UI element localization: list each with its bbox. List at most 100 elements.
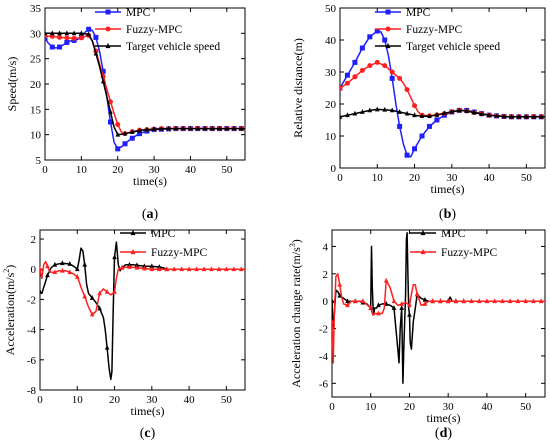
legend-marker xyxy=(105,9,111,15)
y-tick-label: 50 xyxy=(325,3,337,15)
data-point xyxy=(156,266,162,272)
data-point xyxy=(399,301,405,306)
legend-marker xyxy=(105,26,111,32)
data-point xyxy=(419,113,425,119)
x-tick-label: 50 xyxy=(221,164,233,176)
panel-b: 0 10 20 30 40 50 0 10 20 30 40 50 time(s) Relative di… xyxy=(291,3,546,222)
x-tick-label: 10 xyxy=(72,394,84,406)
data-point xyxy=(360,109,365,114)
data-point xyxy=(78,35,84,41)
data-point xyxy=(64,30,70,36)
data-point xyxy=(471,109,477,115)
x-tick-label: 30 xyxy=(146,394,158,406)
panel-a: 0 10 20 30 40 50 5 10 15 20 25 30 35 time(s) Speed(m/s… xyxy=(5,3,246,222)
x-tick-label: 0 xyxy=(329,401,335,413)
legend-label: MPC xyxy=(126,7,151,19)
data-point xyxy=(216,266,222,272)
data-point xyxy=(492,298,497,304)
data-point xyxy=(427,113,432,119)
data-point xyxy=(149,263,155,269)
panel-caption: (c) xyxy=(140,426,156,441)
data-point xyxy=(202,125,208,131)
data-point xyxy=(60,267,65,273)
data-point xyxy=(164,266,170,272)
data-point xyxy=(476,298,482,304)
data-point xyxy=(86,31,91,37)
data-point xyxy=(71,35,77,41)
data-point xyxy=(49,44,55,50)
data-point xyxy=(426,123,432,129)
data-point xyxy=(71,30,77,36)
data-point xyxy=(195,125,201,131)
data-point xyxy=(82,261,88,267)
data-point xyxy=(531,298,536,304)
data-point xyxy=(60,260,65,266)
x-axis-label: time(s) xyxy=(431,182,465,196)
legend: MPC Fuzzy-MPC Target vehicle speed xyxy=(375,7,500,53)
data-point xyxy=(430,298,435,304)
data-point xyxy=(100,78,106,84)
data-point xyxy=(100,68,106,74)
data-point xyxy=(231,266,237,272)
data-point xyxy=(404,87,410,93)
data-point xyxy=(397,123,403,129)
data-point xyxy=(368,305,374,310)
data-point xyxy=(389,69,395,75)
data-point xyxy=(391,305,397,310)
data-point xyxy=(337,281,343,287)
data-point xyxy=(486,112,492,118)
data-point xyxy=(115,146,121,152)
data-point xyxy=(500,298,505,304)
x-tick-label: 20 xyxy=(404,401,416,413)
data-point xyxy=(501,113,507,119)
data-point xyxy=(115,122,121,128)
y-tick-label: -2 xyxy=(27,294,36,306)
y-axis-label: Acceleration change rate(m/s3) xyxy=(288,239,303,388)
data-point xyxy=(188,125,193,131)
data-point xyxy=(224,125,230,131)
panel-caption: (a) xyxy=(142,207,159,222)
data-point xyxy=(352,74,358,80)
plot-frame xyxy=(331,229,546,398)
data-point xyxy=(479,111,484,116)
data-point xyxy=(345,302,350,308)
x-tick-label: 50 xyxy=(521,172,533,184)
y-axis-label: Speed(m/s) xyxy=(5,57,19,112)
data-point xyxy=(180,125,186,131)
y-tick-label: 30 xyxy=(325,67,337,79)
data-point xyxy=(407,311,412,317)
data-point xyxy=(340,113,343,119)
x-tick-label: 20 xyxy=(112,164,124,176)
data-point xyxy=(367,34,373,40)
data-point xyxy=(209,125,215,131)
y-tick-label: 0 xyxy=(323,296,329,308)
data-point xyxy=(464,108,470,113)
data-point xyxy=(352,298,358,304)
legend: MPC Fuzzy-MPC xyxy=(120,228,208,259)
y-tick-label: 2 xyxy=(31,234,37,246)
legend: MPC Fuzzy-MPC Target vehicle speed xyxy=(95,7,220,53)
data-point xyxy=(224,266,229,272)
data-point xyxy=(149,266,155,272)
data-point xyxy=(456,107,462,113)
data-point xyxy=(399,305,405,310)
data-point xyxy=(108,108,113,114)
legend-marker xyxy=(130,248,136,255)
legend-label: Target vehicle speed xyxy=(406,41,500,53)
data-point xyxy=(332,298,335,304)
data-point xyxy=(382,37,388,43)
legend-marker xyxy=(105,42,111,49)
data-point xyxy=(494,112,499,118)
data-point xyxy=(67,269,73,275)
data-point xyxy=(97,290,102,296)
data-point xyxy=(171,266,177,272)
data-point xyxy=(142,265,147,271)
y-tick-label: 0 xyxy=(31,264,37,276)
data-point xyxy=(376,302,381,308)
y-tick-label: -6 xyxy=(27,355,37,367)
data-point xyxy=(79,30,84,36)
data-point xyxy=(45,272,50,278)
data-point xyxy=(359,67,365,73)
series-line-fuzzy-mpc xyxy=(340,61,545,118)
data-point xyxy=(374,106,380,112)
